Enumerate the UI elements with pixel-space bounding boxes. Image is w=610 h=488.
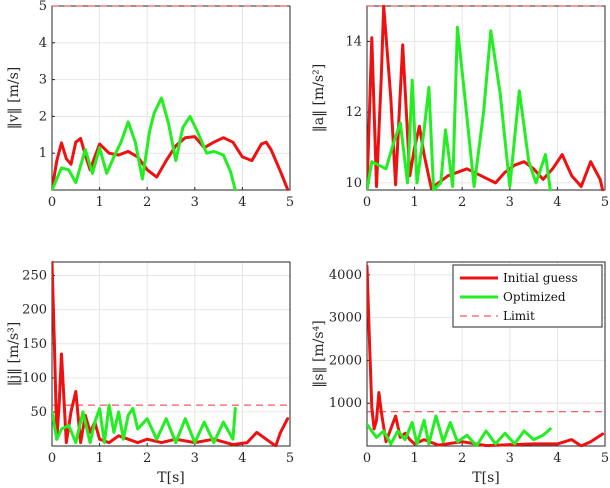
- axes-box: [51, 5, 291, 191]
- y-axis-label: ‖s‖ [m/s⁴]: [311, 320, 327, 387]
- x-tick-label: 5: [601, 451, 609, 466]
- x-tick-label: 3: [506, 195, 514, 210]
- x-tick-label: 4: [238, 195, 246, 210]
- y-tick-label: 4: [39, 36, 47, 51]
- y-tick-label: 5: [39, 0, 47, 14]
- subplot-3: 0 1 2 3 4 5 50 100 150 200 250 ‖j‖ [m/s³] T[s]: [6, 261, 294, 486]
- series-initial-guess: [52, 261, 290, 447]
- x-tick-label: 1: [95, 451, 103, 466]
- x-tick-label: 1: [410, 451, 418, 466]
- plot-data: [52, 261, 290, 447]
- x-tick-label: 2: [458, 195, 466, 210]
- plot-data: [367, 264, 605, 447]
- y-tick-label: 2: [39, 109, 47, 124]
- y-tick-label: 1: [39, 146, 47, 161]
- x-tick-label: 4: [238, 451, 246, 466]
- y-axis-label: ‖v‖ [m/s]: [6, 67, 22, 129]
- axes-box: [366, 5, 606, 191]
- x-tick-label: 0: [48, 451, 56, 466]
- x-tick-label: 4: [553, 195, 561, 210]
- x-tick-label: 4: [553, 451, 561, 466]
- series-optimized: [367, 25, 552, 191]
- y-tick-label: 1000: [329, 396, 362, 411]
- y-axis-label: ‖j‖ [m/s³]: [6, 322, 22, 387]
- x-tick-label: 2: [143, 195, 151, 210]
- x-tick-label: 0: [363, 451, 371, 466]
- y-tick-label: 150: [22, 337, 47, 352]
- series-initial-guess: [52, 135, 290, 191]
- x-tick-label: 3: [506, 451, 514, 466]
- subplot-1: 0 1 2 3 4 5 1 2 3 4 5 ‖v‖ [m/s]: [6, 0, 294, 210]
- legend-box: [452, 264, 603, 328]
- x-tick-label: 1: [95, 195, 103, 210]
- y-tick-label: 10: [345, 176, 362, 191]
- series-optimized: [52, 403, 237, 445]
- x-tick-label: 1: [410, 195, 418, 210]
- x-tick-label: 2: [458, 451, 466, 466]
- plot-data: [367, 5, 605, 191]
- x-tick-label: 5: [601, 195, 609, 210]
- legend: Initial guess Optimized Limit: [452, 264, 603, 328]
- y-tick-label: 250: [22, 269, 47, 284]
- x-tick-label: 0: [48, 195, 56, 210]
- x-tick-label: 5: [286, 195, 294, 210]
- series-optimized: [52, 96, 237, 191]
- y-tick-label: 2000: [329, 353, 362, 368]
- y-tick-label: 12: [345, 105, 362, 120]
- axes-box: [51, 261, 291, 447]
- y-tick-label: 3000: [329, 311, 362, 326]
- y-tick-label: 100: [22, 371, 47, 386]
- series-optimized: [367, 414, 552, 447]
- y-tick-label: 4000: [329, 268, 362, 283]
- legend-label: Optimized: [503, 290, 566, 304]
- x-axis-label: T[s]: [472, 470, 499, 486]
- y-tick-label: 14: [345, 34, 362, 49]
- legend-label: Limit: [503, 309, 535, 323]
- plot-data: [52, 5, 290, 191]
- x-tick-label: 2: [143, 451, 151, 466]
- x-tick-label: 3: [191, 195, 199, 210]
- subplot-4: 0 1 2 3 4 5 1000 2000 3000 4000 ‖s‖ [m/s⁴] T[s] Init…: [311, 261, 609, 486]
- y-tick-label: 50: [30, 405, 47, 420]
- legend-label: Initial guess: [503, 271, 578, 285]
- y-tick-label: 200: [22, 303, 47, 318]
- y-axis-label: ‖a‖ [m/s²]: [311, 64, 327, 133]
- series-initial-guess: [367, 264, 605, 447]
- y-tick-label: 3: [39, 73, 47, 88]
- x-tick-label: 0: [363, 195, 371, 210]
- x-tick-label: 3: [191, 451, 199, 466]
- x-axis-label: T[s]: [157, 470, 184, 486]
- x-tick-label: 5: [286, 451, 294, 466]
- series-initial-guess: [367, 5, 605, 191]
